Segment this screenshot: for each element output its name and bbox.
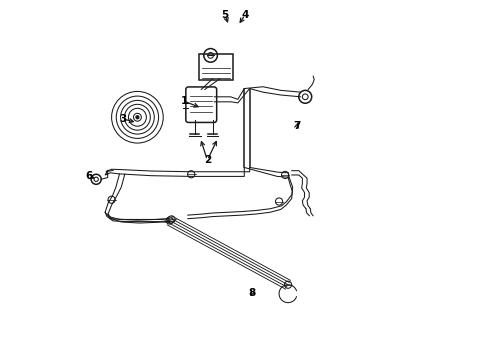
Text: 7: 7 <box>294 121 301 131</box>
Text: 8: 8 <box>248 288 256 298</box>
Text: 1: 1 <box>180 96 188 106</box>
Circle shape <box>136 116 139 119</box>
Text: 4: 4 <box>241 10 249 20</box>
Text: 5: 5 <box>221 10 229 20</box>
Text: 3: 3 <box>120 114 127 124</box>
Text: 2: 2 <box>204 155 211 165</box>
Text: 6: 6 <box>85 171 93 181</box>
